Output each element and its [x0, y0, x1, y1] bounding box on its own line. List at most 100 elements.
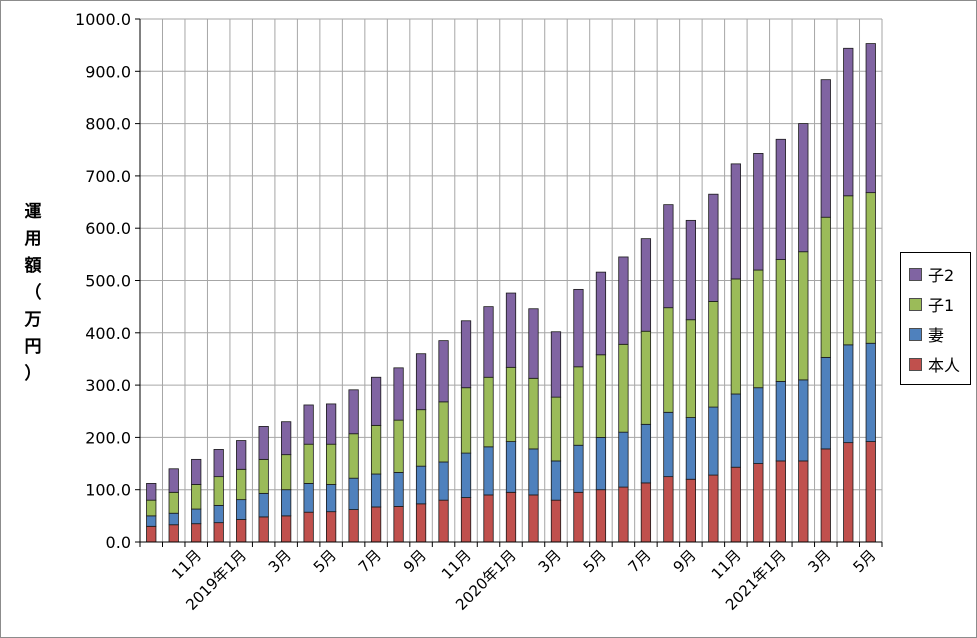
bar-segment — [393, 506, 404, 543]
bar-segment — [213, 522, 224, 543]
y-tick-label: 700.0 — [85, 167, 131, 186]
y-tick-label: 400.0 — [85, 324, 131, 343]
bar-segment — [415, 465, 427, 505]
bar-segment — [663, 476, 674, 543]
y-axis-title: 運用額 （ 万円 ） — [21, 199, 45, 388]
bar-segment — [573, 491, 584, 543]
bar-segment — [685, 319, 696, 418]
bar-segment — [820, 79, 831, 218]
legend-item: 子1 — [909, 293, 954, 315]
bar-segment — [573, 288, 584, 368]
bar-segment — [236, 440, 247, 470]
bar-segment — [191, 458, 202, 485]
bar-segment — [843, 195, 854, 346]
bar-segment — [483, 494, 494, 543]
bar-segment — [730, 163, 741, 280]
legend-swatch — [909, 327, 922, 341]
bar-segment — [528, 494, 539, 543]
bar-segment — [798, 460, 809, 543]
x-tick-label: 9月 — [670, 546, 700, 576]
bar-segment — [146, 499, 157, 517]
y-tick-label: 1000.0 — [75, 10, 131, 29]
bar-segment — [685, 219, 696, 321]
bar-segment — [146, 525, 157, 543]
bar-segment — [505, 441, 517, 493]
bar-segment — [640, 423, 652, 484]
bar-segment — [393, 419, 404, 473]
bar-segment — [303, 511, 314, 543]
bar-segment — [708, 193, 719, 302]
bar-segment — [236, 499, 247, 520]
bar-segment — [708, 406, 719, 476]
x-tick-label: 5月 — [850, 546, 880, 576]
bar-segment — [753, 269, 764, 389]
x-tick-label: 7月 — [355, 546, 385, 576]
bar-segment — [708, 301, 719, 408]
bar-segment — [640, 482, 652, 543]
bar-segment — [460, 452, 472, 498]
bar-segment — [236, 519, 247, 543]
legend-label: 妻 — [928, 326, 945, 345]
bar-segment — [168, 524, 179, 543]
bar-segment — [618, 431, 629, 488]
y-tick-label: 500.0 — [85, 272, 131, 291]
bar-segment — [865, 342, 876, 442]
y-tick-label: 900.0 — [85, 62, 131, 81]
bar-segment — [168, 512, 179, 526]
bar-segment — [213, 449, 224, 478]
bar-segment — [258, 458, 269, 494]
bar-segment — [528, 448, 539, 496]
bar-segment — [663, 204, 674, 309]
bar-segment — [595, 489, 607, 543]
x-tick-label: 3月 — [805, 546, 835, 576]
bar-segment — [798, 379, 809, 462]
x-tick-label: 7月 — [625, 546, 655, 576]
bar-segment — [191, 523, 202, 543]
bar-segment — [415, 409, 427, 467]
bar-segment — [618, 343, 629, 433]
bar-segment — [146, 515, 157, 527]
bar-segment — [550, 396, 562, 462]
bar-segment — [438, 499, 449, 543]
y-axis-title-char: （ — [24, 283, 42, 303]
bar-segment — [753, 153, 764, 271]
bar-segment — [460, 387, 472, 454]
y-axis-title-char: 円 — [24, 337, 42, 357]
bar-segment — [753, 387, 764, 464]
bar-segment — [483, 306, 494, 378]
bar-segment — [348, 509, 359, 543]
bar-segment — [618, 256, 629, 345]
bar-segment — [438, 340, 449, 403]
bar-segment — [663, 307, 674, 413]
bar-segment — [370, 424, 382, 475]
bar-segment — [415, 503, 427, 543]
bar-segment — [348, 389, 359, 435]
bar-segment — [281, 421, 292, 456]
bar-segment — [393, 367, 404, 421]
bar-segment — [528, 377, 539, 450]
bar-segment — [303, 483, 314, 513]
y-tick-label: 600.0 — [85, 219, 131, 238]
x-tick-label: 3月 — [535, 546, 565, 576]
bar-segment — [573, 444, 584, 493]
bar-segment — [730, 466, 741, 543]
bar-segment — [213, 504, 224, 524]
bar-segment — [843, 442, 854, 543]
bar-segment — [438, 401, 449, 463]
x-tick-label: 11月 — [708, 546, 745, 583]
bar-segment — [191, 508, 202, 525]
bar-segment — [236, 468, 247, 501]
bar-segment — [618, 486, 629, 543]
bar-segment — [865, 441, 876, 543]
bar-segment — [281, 515, 292, 543]
bar-segment — [258, 426, 269, 460]
bar-segment — [505, 366, 517, 442]
bar-segment — [595, 271, 607, 356]
bar-segment — [303, 404, 314, 445]
legend-swatch — [909, 357, 922, 371]
y-axis-title-char: 万 — [24, 310, 42, 330]
y-tick-label: 300.0 — [85, 376, 131, 395]
legend-swatch — [909, 267, 922, 281]
y-axis-title-char: ） — [24, 364, 42, 384]
